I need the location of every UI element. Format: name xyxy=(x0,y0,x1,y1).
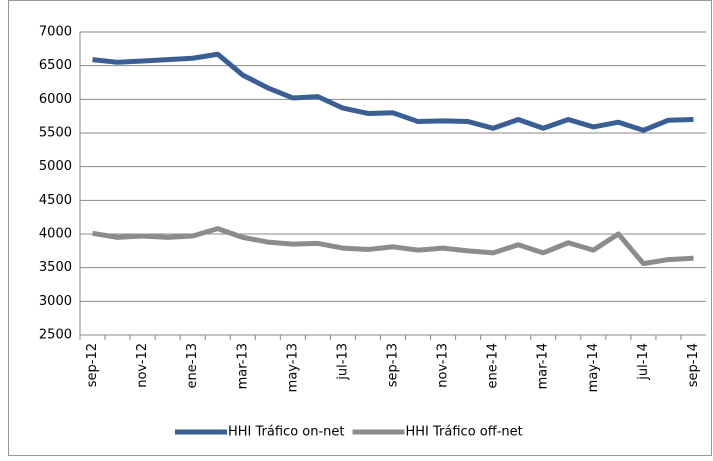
series-line xyxy=(92,51,694,133)
x-tick-label: jul-13 xyxy=(335,343,350,381)
x-tick-label: jul-14 xyxy=(636,343,651,381)
y-tick-label: 6000 xyxy=(39,92,72,107)
y-tick-label: 4000 xyxy=(39,227,72,242)
x-tick-label: sep-13 xyxy=(386,343,401,387)
series-line xyxy=(92,226,694,267)
x-tick-label: mar-13 xyxy=(235,343,250,389)
x-tick-label: nov-13 xyxy=(436,343,451,388)
x-tick-label: ene-14 xyxy=(486,343,501,388)
x-tick-label: nov-12 xyxy=(135,343,150,388)
y-tick-label: 3500 xyxy=(39,260,72,275)
chart-frame xyxy=(8,0,712,456)
y-tick-label: 2500 xyxy=(39,328,72,343)
x-tick-label: mar-14 xyxy=(536,343,551,389)
y-tick-label: 7000 xyxy=(39,25,72,40)
x-tick-label: ene-13 xyxy=(185,343,200,388)
y-tick-label: 4500 xyxy=(39,193,72,208)
x-tick-label: sep-12 xyxy=(85,343,100,387)
y-tick-label: 5000 xyxy=(39,159,72,174)
x-tick-label: may-14 xyxy=(586,343,601,392)
y-tick-label: 5500 xyxy=(39,126,72,141)
y-tick-label: 3000 xyxy=(39,294,72,309)
x-tick-label: may-13 xyxy=(285,343,300,392)
legend-label: HHI Tráfico on-net xyxy=(228,425,345,440)
x-tick-label: sep-14 xyxy=(686,343,701,387)
legend-label: HHI Tráfico off-net xyxy=(406,425,523,440)
y-tick-label: 6500 xyxy=(39,58,72,73)
